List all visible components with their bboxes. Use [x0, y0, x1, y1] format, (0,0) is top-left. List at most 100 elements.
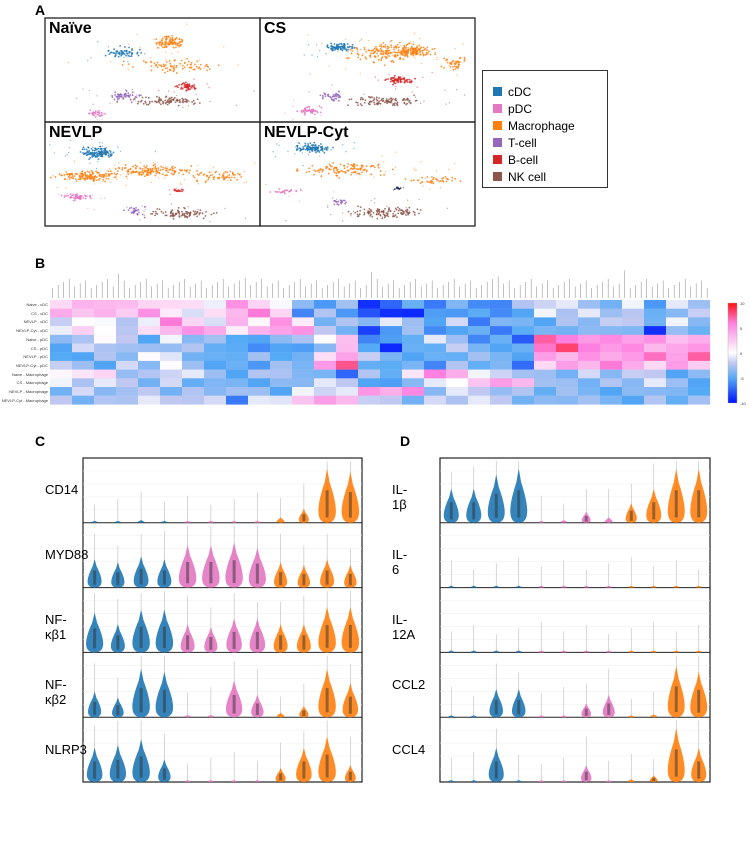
- umap-point: [195, 93, 197, 96]
- gene-label: CCL4: [392, 741, 426, 757]
- heatmap-cell: [160, 326, 166, 335]
- heatmap-cell: [242, 387, 249, 396]
- heatmap-cell: [446, 369, 452, 379]
- umap-point: [193, 78, 195, 80]
- umap-point: [131, 51, 133, 54]
- umap-point: [88, 89, 91, 92]
- umap-point: [149, 174, 151, 176]
- heatmap-cell: [132, 300, 139, 309]
- heatmap-cell: [270, 378, 276, 388]
- umap-point: [145, 103, 148, 106]
- heatmap-cell: [259, 395, 265, 405]
- heatmap-cell: [539, 369, 546, 379]
- violin-box: [302, 710, 306, 717]
- heatmap-cell: [341, 352, 348, 362]
- umap-point: [92, 103, 94, 105]
- umap-point: [151, 168, 154, 171]
- umap-point: [96, 95, 98, 97]
- heatmap-cell: [121, 395, 128, 405]
- heatmap-cell: [341, 360, 348, 370]
- heatmap-cell: [165, 343, 172, 353]
- umap-point: [170, 38, 173, 41]
- heatmap-cell: [231, 369, 238, 379]
- umap-point: [187, 105, 190, 107]
- violin-box: [348, 492, 352, 518]
- heatmap-cell: [165, 317, 172, 327]
- heatmap-cell: [88, 334, 95, 344]
- violin-pdc: [230, 520, 238, 523]
- umap-point: [185, 210, 187, 213]
- heatmap-cell: [61, 334, 67, 344]
- umap-point: [88, 158, 91, 160]
- heatmap-cell: [644, 326, 650, 335]
- heatmap-cell: [204, 317, 210, 327]
- heatmap-cell: [264, 369, 271, 379]
- umap-point: [134, 99, 137, 101]
- umap-point: [84, 175, 87, 178]
- heatmap-cell: [611, 387, 617, 396]
- umap-point: [347, 51, 349, 53]
- umap-point: [396, 216, 398, 219]
- heatmap-cell: [308, 360, 315, 370]
- heatmap-cell: [693, 334, 700, 344]
- umap-point: [393, 104, 396, 107]
- heatmap-cell: [512, 334, 518, 344]
- heatmap-cell: [506, 334, 513, 344]
- heatmap-cell: [132, 326, 139, 335]
- heatmap-cell: [127, 369, 133, 379]
- heatmap-cell: [204, 369, 210, 379]
- heatmap-cell: [374, 395, 381, 405]
- umap-point: [134, 167, 137, 170]
- heatmap-cell: [143, 326, 150, 335]
- heatmap-cell: [600, 300, 606, 309]
- heatmap-cell: [248, 326, 254, 335]
- heatmap-cell: [611, 395, 617, 405]
- heatmap-cell: [242, 352, 249, 362]
- heatmap-cell: [528, 343, 535, 353]
- heatmap-cell: [440, 369, 447, 379]
- heatmap-cell: [242, 395, 249, 405]
- umap-point: [184, 81, 187, 84]
- umap-point: [302, 164, 304, 167]
- heatmap-cell: [253, 378, 260, 388]
- heatmap-cell: [556, 326, 562, 335]
- umap-point: [192, 210, 195, 212]
- heatmap-cell: [55, 343, 62, 353]
- heatmap-cell: [501, 352, 507, 362]
- umap-point: [175, 64, 178, 67]
- umap-point: [88, 171, 91, 174]
- umap-point: [403, 49, 406, 51]
- heatmap-cell: [209, 326, 216, 335]
- umap-point: [194, 87, 197, 90]
- umap-point: [153, 166, 156, 169]
- umap-point: [69, 173, 71, 176]
- heatmap-cell: [231, 317, 238, 327]
- umap-point: [374, 76, 376, 78]
- umap-point: [160, 165, 162, 168]
- heatmap-cell: [627, 343, 634, 353]
- heatmap-cell: [83, 300, 89, 309]
- heatmap-cell: [138, 343, 144, 353]
- heatmap-cell: [413, 326, 419, 335]
- heatmap-cell: [116, 317, 122, 327]
- umap-point: [198, 174, 200, 176]
- umap-point: [398, 41, 401, 44]
- heatmap-cell: [66, 352, 73, 362]
- heatmap-cell: [66, 300, 73, 309]
- heatmap-cell: [204, 343, 210, 353]
- heatmap-cell: [506, 360, 513, 370]
- violin-macrophage: [695, 585, 702, 588]
- umap-point: [418, 44, 421, 47]
- heatmap-cell: [72, 378, 78, 388]
- heatmap-cell: [61, 308, 67, 318]
- heatmap-cell: [594, 317, 601, 327]
- umap-point: [158, 64, 160, 66]
- umap-point: [131, 49, 133, 52]
- umap-point: [417, 179, 420, 182]
- heatmap-cell: [253, 352, 260, 362]
- umap-point: [153, 38, 155, 41]
- umap-point: [187, 60, 190, 63]
- umap-point: [179, 62, 182, 65]
- umap-point: [364, 56, 367, 59]
- heatmap-cell: [528, 300, 535, 309]
